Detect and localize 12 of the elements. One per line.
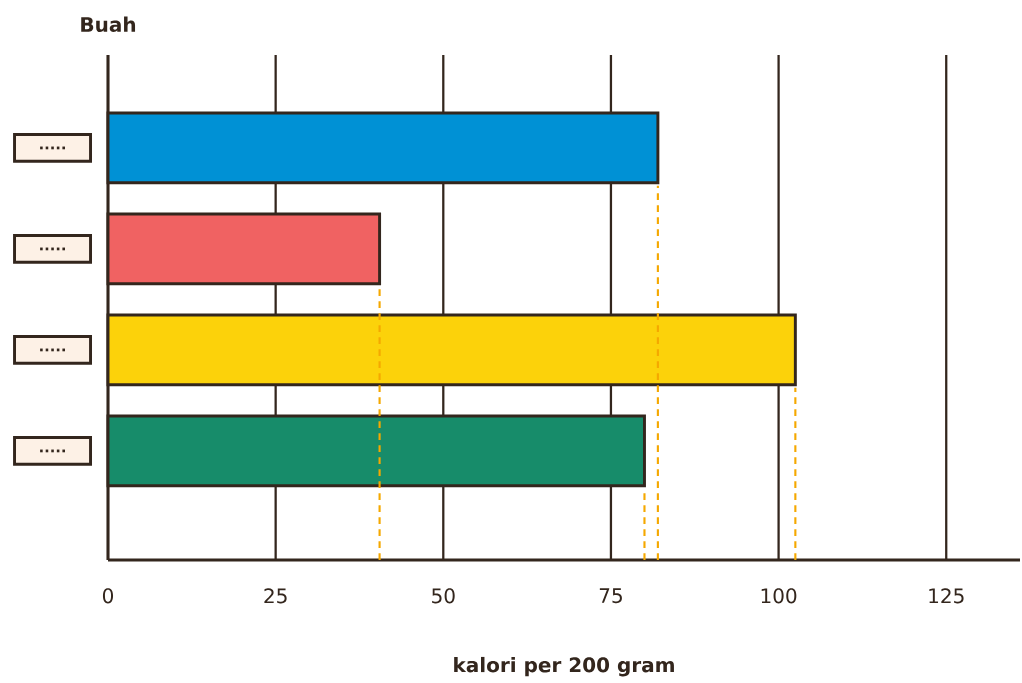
x-tick-label: 25 — [264, 588, 287, 604]
x-tick-label: 75 — [599, 588, 622, 604]
x-tick-label: 100 — [761, 588, 797, 604]
y-tick-label: ..... — [40, 449, 65, 453]
x-axis-title: kalori per 200 gram — [454, 656, 674, 677]
y-tick-label: ..... — [40, 348, 65, 352]
x-tick-label: 0 — [102, 588, 114, 604]
y-tick-label: ..... — [40, 247, 65, 251]
x-tick-label: 125 — [929, 588, 964, 604]
y-tick-label: ..... — [40, 146, 65, 150]
x-tick-label: 50 — [432, 588, 455, 604]
y-axis-title: Buah — [81, 16, 136, 33]
